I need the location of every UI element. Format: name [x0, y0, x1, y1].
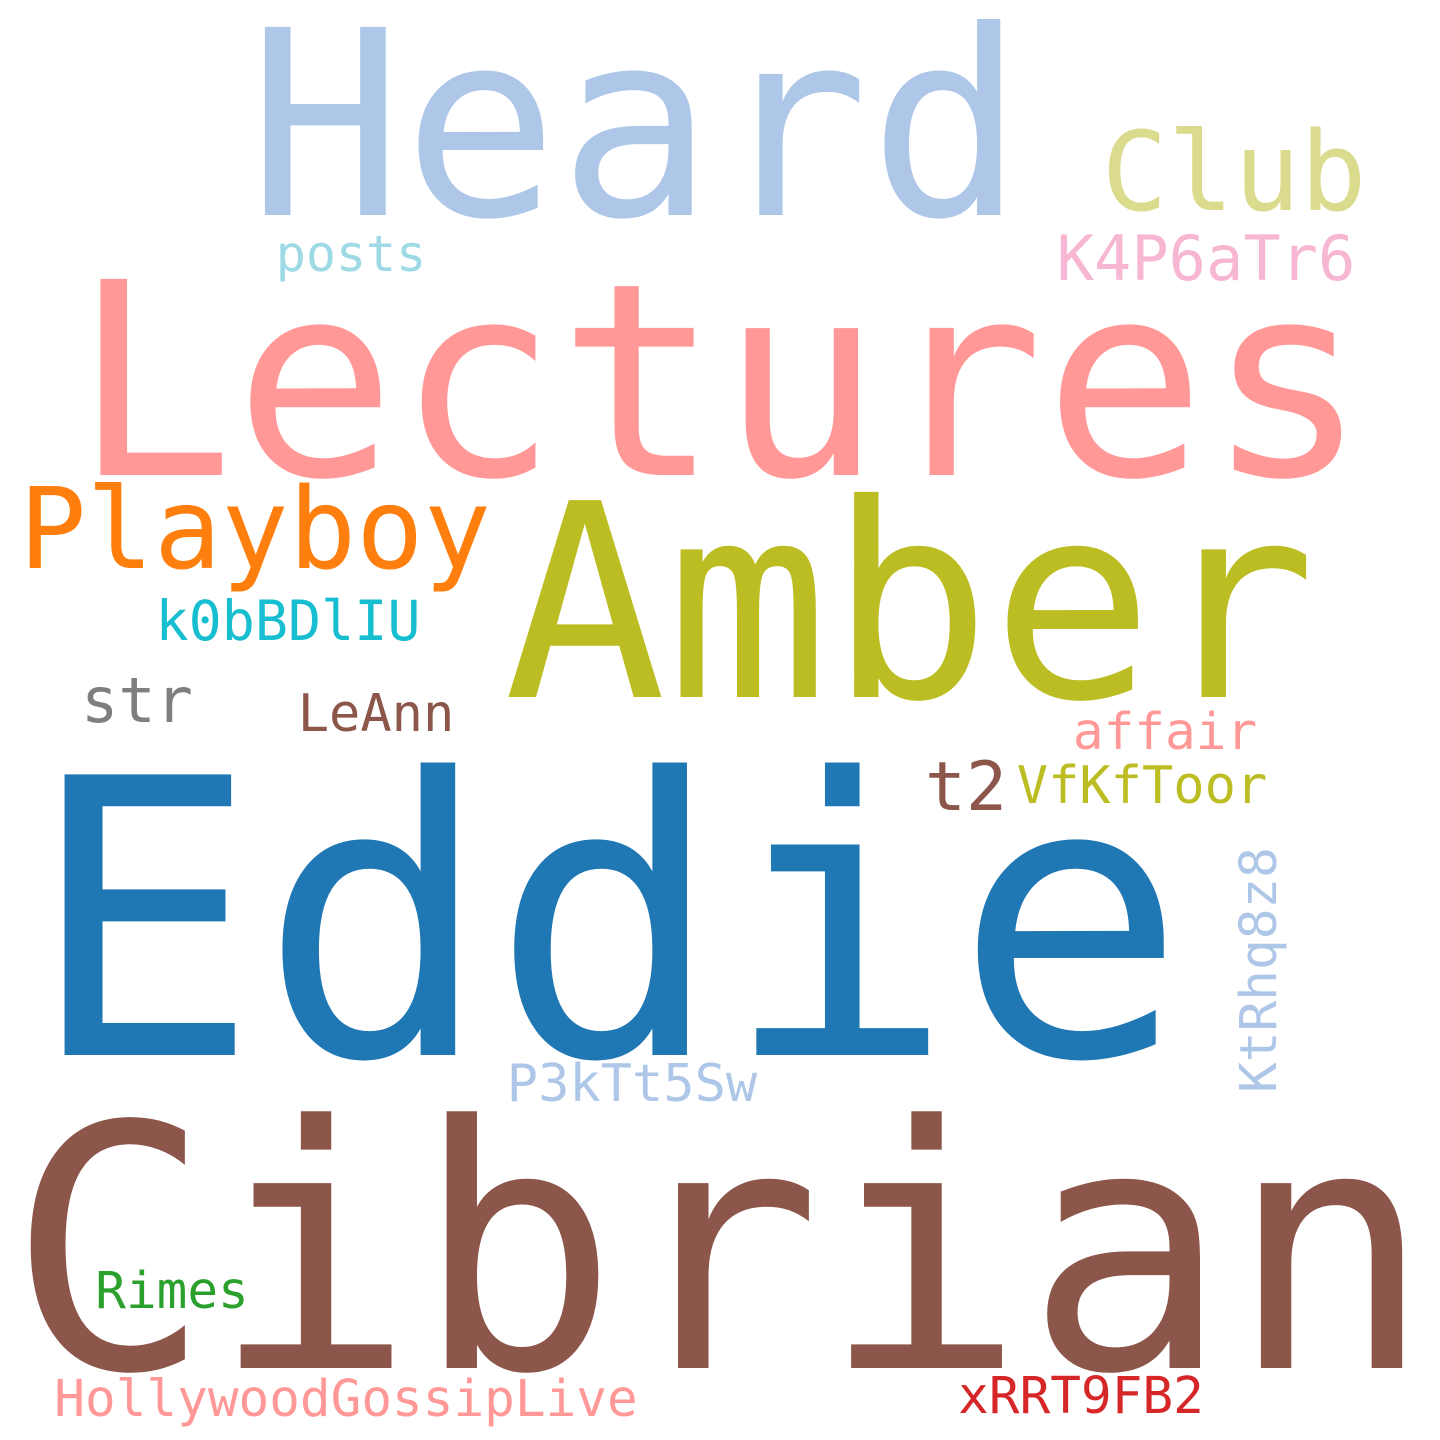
word-amber: Amber — [504, 446, 1317, 761]
word-posts: posts — [276, 225, 427, 283]
word-k0bbdliu: k0bBDlIU — [156, 589, 421, 653]
word-vfkftoor: VfKfToor — [1017, 756, 1267, 816]
word-ktrhq8z8: KtRhq8z8 — [1230, 847, 1289, 1093]
word-club: Club — [1102, 108, 1367, 236]
word-str: str — [81, 664, 193, 737]
word-t2: t2 — [925, 748, 1007, 827]
word-p3ktt5sw: P3kTt5Sw — [507, 1054, 758, 1114]
word-eddie: Eddie — [28, 698, 1187, 1146]
word-leann: LeAnn — [298, 684, 455, 744]
word-heard: Heard — [248, 0, 1025, 276]
word-rimes: Rimes — [95, 1262, 249, 1321]
word-lectures: Lectures — [72, 226, 1368, 539]
word-affair: affair — [1073, 703, 1257, 762]
word-k4p6atr6: K4P6aTr6 — [1057, 222, 1356, 295]
word-hollywoodgossiplive: HollywoodGossipLive — [54, 1370, 637, 1429]
word-cibrian: Cibrian — [8, 1054, 1432, 1440]
word-playboy: Playboy — [19, 465, 491, 595]
word-xrrt9fb2: xRRT9FB2 — [958, 1367, 1204, 1426]
